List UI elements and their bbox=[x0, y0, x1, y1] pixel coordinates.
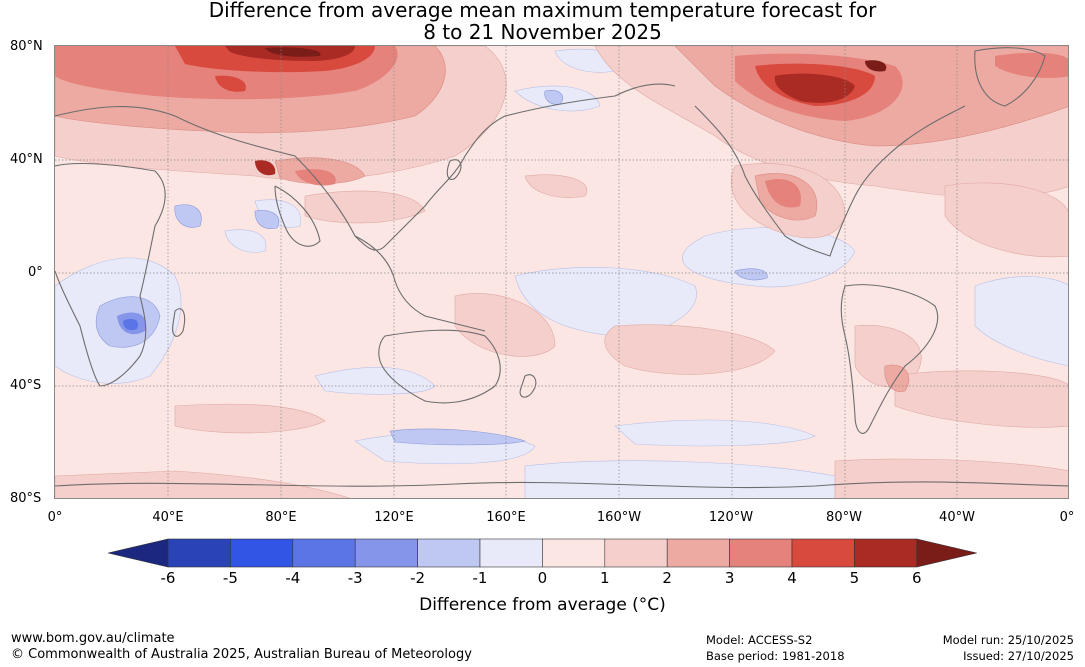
colorbar-segment bbox=[479, 538, 543, 568]
lat-label-40n: 40°N bbox=[10, 152, 43, 167]
south-america-coast bbox=[840, 284, 939, 434]
colorbar-segment bbox=[604, 538, 668, 568]
colorbar bbox=[107, 538, 978, 572]
se-asia-coast bbox=[354, 235, 486, 332]
lon-label-0-right: 0° bbox=[1059, 510, 1075, 525]
colorbar-tick-label: 5 bbox=[849, 569, 860, 587]
footer-copyright: © Commonwealth of Australia 2025, Austra… bbox=[11, 647, 472, 662]
anomaly-warm-extreme bbox=[265, 47, 887, 72]
colorbar-segment bbox=[542, 538, 606, 568]
footer-website: www.bom.gov.au/climate bbox=[11, 631, 175, 646]
india-coast bbox=[274, 185, 321, 247]
footer-issued: Issued: 27/10/2025 bbox=[963, 649, 1074, 663]
footer-model-run: Model run: 25/10/2025 bbox=[942, 633, 1074, 647]
colorbar-tick-label: 3 bbox=[724, 569, 735, 587]
colorbar-segment bbox=[167, 538, 231, 568]
anomaly-warm-5-6 bbox=[225, 46, 855, 176]
colorbar-segment bbox=[854, 538, 918, 568]
lat-label-80n: 80°N bbox=[10, 39, 43, 54]
colorbar-segment bbox=[230, 538, 294, 568]
africa-coast bbox=[55, 162, 166, 387]
colorbar-tick-label: 2 bbox=[662, 569, 672, 587]
lon-label-0-left: 0° bbox=[47, 510, 63, 525]
colorbar-title: Difference from average (°C) bbox=[419, 595, 666, 615]
colorbar-tick-label: 0 bbox=[537, 569, 548, 587]
japan-coast bbox=[446, 159, 462, 180]
footer-base-period: Base period: 1981-2018 bbox=[706, 649, 845, 663]
australia-coast bbox=[378, 329, 501, 404]
new-zealand-coast bbox=[519, 374, 537, 398]
graticule bbox=[55, 46, 1068, 498]
colorbar-segment bbox=[354, 538, 418, 568]
colorbar-segment bbox=[417, 538, 481, 568]
lon-label-160e: 160°E bbox=[486, 510, 526, 525]
colorbar-segment bbox=[666, 538, 730, 568]
antarctica-coast bbox=[55, 481, 1068, 489]
madagascar-coast bbox=[172, 308, 186, 337]
colorbar-tick-label: 4 bbox=[787, 569, 797, 587]
colorbar-segment bbox=[791, 538, 855, 568]
map-canvas bbox=[55, 46, 1068, 498]
lon-label-80e: 80°E bbox=[265, 510, 297, 525]
lat-label-80s: 80°S bbox=[10, 491, 42, 506]
temperature-anomaly-map bbox=[54, 45, 1069, 499]
lon-label-80w: 80°W bbox=[826, 510, 862, 525]
eurasia-coast bbox=[55, 83, 676, 251]
north-america-coast bbox=[694, 105, 966, 257]
colorbar-tick-label: -3 bbox=[347, 569, 363, 587]
coastlines bbox=[55, 47, 1068, 489]
footer-model: Model: ACCESS-S2 bbox=[706, 633, 813, 647]
colorbar-tick-label: -5 bbox=[222, 569, 238, 587]
colorbar-segment bbox=[292, 538, 356, 568]
map-title-line1: Difference from average mean maximum tem… bbox=[208, 0, 877, 22]
map-title-line2: 8 to 21 November 2025 bbox=[423, 20, 662, 44]
greenland-coast bbox=[974, 47, 1046, 107]
colorbar-tick-label: 6 bbox=[912, 569, 922, 587]
colorbar-tick-label: -2 bbox=[410, 569, 426, 587]
colorbar-tick-label: -1 bbox=[472, 569, 488, 587]
lon-label-120w: 120°W bbox=[708, 510, 754, 525]
lat-label-0: 0° bbox=[28, 265, 43, 280]
lon-label-40e: 40°E bbox=[152, 510, 184, 525]
lon-label-160w: 160°W bbox=[596, 510, 642, 525]
colorbar-tick-label: -6 bbox=[160, 569, 176, 587]
colorbar-extend-low bbox=[107, 538, 169, 568]
lon-label-120e: 120°E bbox=[374, 510, 414, 525]
colorbar-svg bbox=[107, 538, 977, 568]
colorbar-segment bbox=[729, 538, 793, 568]
colorbar-tick-label: -4 bbox=[285, 569, 301, 587]
lon-label-40w: 40°W bbox=[939, 510, 975, 525]
anomaly-cool-strongest bbox=[123, 318, 139, 331]
colorbar-extend-high bbox=[916, 538, 977, 568]
colorbar-tick-label: 1 bbox=[600, 569, 610, 587]
lat-label-40s: 40°S bbox=[10, 378, 42, 393]
